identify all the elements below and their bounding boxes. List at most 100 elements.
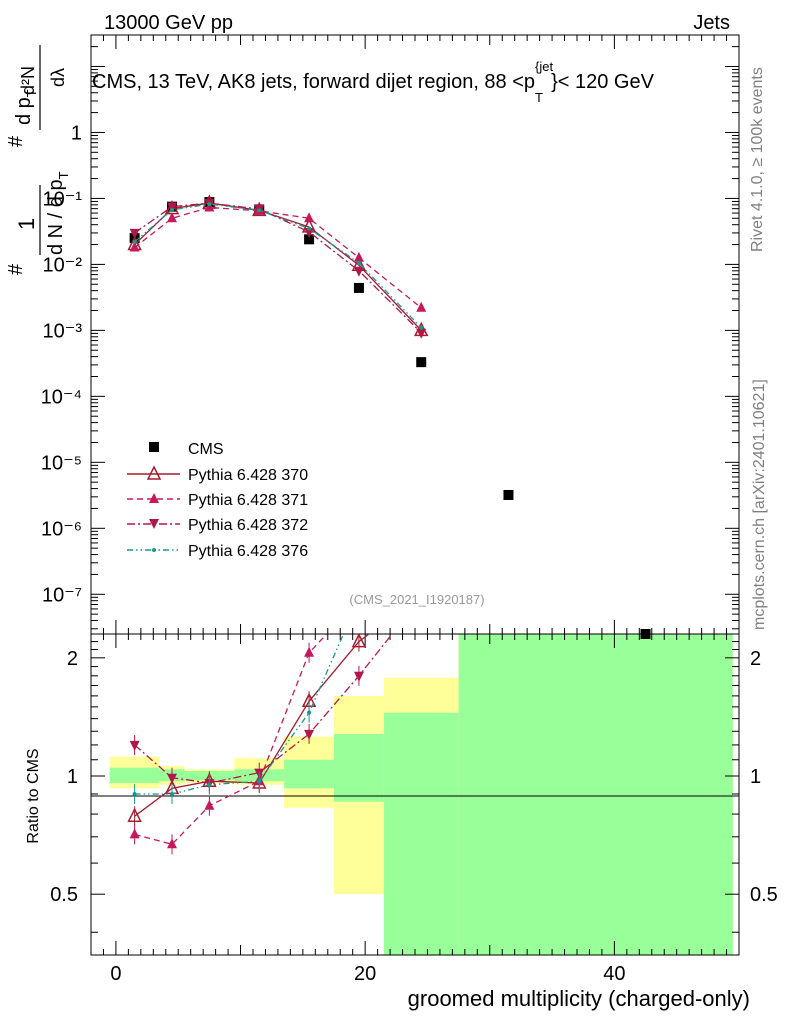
ylabel-one: 1	[14, 218, 39, 230]
data-point-marker	[353, 266, 364, 277]
data-point-marker	[304, 212, 315, 223]
axis-ticks	[90, 34, 740, 955]
data-point-marker	[307, 226, 312, 231]
data-point-marker	[167, 838, 177, 849]
header-left: 13000 GeV pp	[104, 12, 233, 34]
ratio-y-tick-label-right: 0.5	[750, 884, 778, 906]
svg-text:Pythia 6.428 376: Pythia 6.428 376	[188, 543, 308, 560]
main-y-tick-label: 10⁻³	[43, 320, 83, 342]
data-point-marker	[353, 251, 364, 262]
main-y-tick-label: 10⁻⁴	[41, 386, 82, 408]
x-tick-label: 40	[603, 963, 625, 985]
ratio-plot-series	[127, 634, 393, 855]
main-y-tick-label: 10⁻¹	[43, 188, 83, 210]
data-point-marker	[129, 228, 140, 239]
ratio-y-tick-label-left: 2	[67, 648, 78, 670]
data-point-marker	[640, 629, 651, 639]
series-line	[134, 202, 422, 334]
svg-text:Pythia 6.428 371: Pythia 6.428 371	[188, 492, 308, 509]
legend-entry-cms: CMS	[149, 441, 224, 458]
band-green-bin	[383, 712, 459, 955]
ratio-y-tick-label-right: 1	[750, 766, 761, 788]
series-pythia-6-428-376	[132, 202, 424, 330]
band-green-bin	[109, 767, 160, 783]
legend-entry-370: Pythia 6.428 370	[127, 465, 308, 484]
legend-entry-372: Pythia 6.428 372	[127, 517, 308, 534]
ratio-series-line	[134, 634, 328, 846]
data-point-marker	[170, 207, 174, 212]
ratio-series-pythia-6-428-371	[129, 634, 328, 855]
x-tick-label: 0	[110, 963, 121, 985]
band-green-bin	[334, 733, 384, 802]
data-point-marker	[356, 261, 361, 266]
rivet-version-label: Rivet 4.1.0, ≥ 100k events	[749, 67, 766, 252]
legend: CMS Pythia 6.428 370 Pythia 6.428 371 Py…	[127, 441, 308, 560]
main-y-tick-label: 1	[71, 122, 82, 144]
data-point-marker	[129, 828, 140, 839]
data-point-marker	[304, 646, 315, 657]
series-line	[134, 202, 422, 331]
ylabel-dN: d N / d pT	[45, 171, 71, 255]
x-axis-label: groomed multiplicity (charged-only)	[408, 986, 750, 1011]
data-point-marker	[129, 241, 140, 252]
data-point-marker	[416, 301, 427, 312]
title-sub: T	[535, 90, 543, 105]
svg-text:Pythia 6.428 370: Pythia 6.428 370	[188, 467, 308, 484]
data-point-marker	[167, 202, 177, 213]
data-point-marker	[204, 799, 215, 810]
ylabel-d2N: d²N	[18, 66, 38, 95]
data-point-marker	[170, 791, 174, 796]
svg-text:CMS: CMS	[188, 441, 224, 458]
series-pythia-6-428-371	[129, 201, 427, 312]
main-y-tick-label: 10⁻²	[43, 254, 83, 276]
series-line	[134, 206, 422, 309]
ylabel-hash-1: #	[5, 263, 27, 275]
data-point-marker	[416, 357, 427, 368]
data-point-marker	[419, 325, 424, 330]
x-tick-label: 20	[354, 963, 376, 985]
ratio-y-axis-label: Ratio to CMS	[25, 748, 42, 843]
series-line	[134, 203, 422, 329]
ratio-y-tick-label-left: 1	[67, 766, 78, 788]
data-point-marker	[132, 791, 137, 796]
ratio-y-tick-label-left: 0.5	[50, 884, 78, 906]
data-point-marker	[129, 740, 140, 751]
data-point-marker	[132, 239, 137, 244]
main-y-tick-label: 10⁻⁷	[42, 584, 82, 606]
data-point-marker	[207, 782, 212, 787]
band-green-bin	[458, 634, 733, 955]
axis-tick-labels: 0 20 40 1 10⁻¹ 10⁻² 10⁻³ 10⁻⁴ 10⁻⁵ 10⁻⁶ 10⁻⁷ 0.5 0.5…	[41, 122, 778, 985]
data-point-marker	[304, 729, 315, 740]
data-point-marker	[416, 328, 427, 339]
data-point-marker	[503, 489, 514, 500]
data-point-marker	[351, 634, 367, 648]
analysis-id: (CMS_2021_I1920187)	[349, 592, 484, 607]
header-right: Jets	[693, 12, 730, 34]
band-green-bin	[284, 759, 334, 789]
plot-title: CMS, 13 TeV, AK8 jets, forward dijet reg…	[92, 59, 655, 105]
legend-entry-371: Pythia 6.428 371	[127, 492, 308, 509]
data-point-marker	[304, 234, 315, 245]
data-point-marker	[167, 212, 177, 223]
data-point-marker	[167, 773, 177, 784]
mcplots-label: mcplots.cern.ch [arXiv:2401.10621]	[751, 379, 768, 630]
data-point-marker	[207, 202, 212, 207]
series-cms	[129, 197, 651, 639]
data-point-marker	[353, 282, 364, 293]
data-point-marker	[257, 208, 262, 213]
ylabel-hash-2: #	[5, 135, 27, 147]
data-point-marker	[304, 227, 315, 238]
title-part-a: CMS, 13 TeV, AK8 jets, forward dijet reg…	[92, 71, 535, 93]
ratio-series-pythia-6-428-376	[132, 634, 345, 804]
main-y-axis-label: # 1 d N / d pT # d pT d²N dλ	[5, 45, 71, 275]
data-point-marker	[353, 671, 364, 682]
main-y-tick-label: 10⁻⁶	[41, 518, 82, 540]
data-point-marker	[257, 779, 262, 784]
legend-entry-376: Pythia 6.428 376	[127, 543, 308, 560]
svg-text:Pythia 6.428 372: Pythia 6.428 372	[188, 517, 308, 534]
ratio-uncertainty-bands	[109, 634, 733, 955]
main-y-tick-label: 10⁻⁵	[41, 452, 82, 474]
ylabel-dpT: d pT	[13, 89, 39, 125]
title-part-b: }< 120 GeV	[551, 71, 655, 93]
